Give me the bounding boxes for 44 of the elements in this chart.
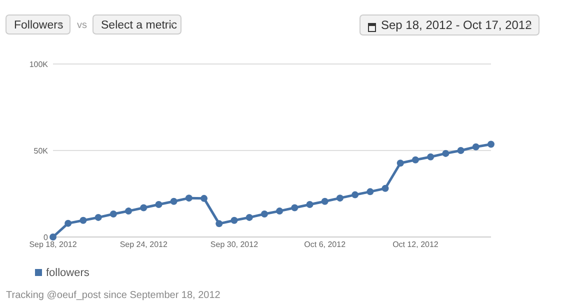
text: Tracking @oeuf_post since September 18, 2012 (6, 290, 221, 301)
point (246, 214, 253, 221)
point (396, 160, 404, 167)
point (260, 210, 268, 218)
point (382, 184, 389, 192)
y-tick-label: 0 (44, 233, 49, 242)
text: vs (77, 20, 87, 31)
date-range-picker: Sep 18, 2012 - Oct 17, 2012 (360, 14, 540, 36)
point (185, 194, 192, 202)
point (50, 234, 56, 240)
point (125, 208, 132, 215)
point (442, 150, 450, 157)
x-tick-label: Sep 24, 2012 (120, 240, 168, 249)
point (472, 143, 480, 150)
point (200, 194, 208, 202)
point (230, 216, 238, 224)
point (336, 194, 344, 202)
x-tick-label: Sep 18, 2012 (29, 240, 78, 249)
y-tick-label: 100K (29, 60, 49, 69)
point (412, 156, 419, 164)
x-tick-label: Oct 6, 2012 (304, 240, 346, 249)
x-tick-label: Sep 30, 2012 (210, 240, 259, 249)
legend-label: followers (46, 267, 90, 279)
point (216, 220, 223, 228)
point (276, 208, 284, 215)
point (291, 204, 298, 212)
metric-dropdown: Followers (6, 14, 70, 34)
point (457, 147, 464, 154)
point (64, 220, 72, 227)
x-tick-label: Oct 12, 2012 (392, 240, 439, 249)
point (321, 198, 328, 205)
point (140, 204, 148, 212)
point (427, 153, 434, 160)
point (352, 191, 359, 198)
point (110, 210, 117, 218)
point (366, 188, 374, 196)
point (488, 140, 494, 148)
point (306, 200, 314, 208)
metric-dropdown: Select a metric (92, 14, 182, 34)
point (94, 214, 102, 221)
y-tick-label: 50K (34, 146, 49, 156)
point (155, 200, 162, 208)
point (80, 216, 87, 224)
point (170, 198, 178, 205)
